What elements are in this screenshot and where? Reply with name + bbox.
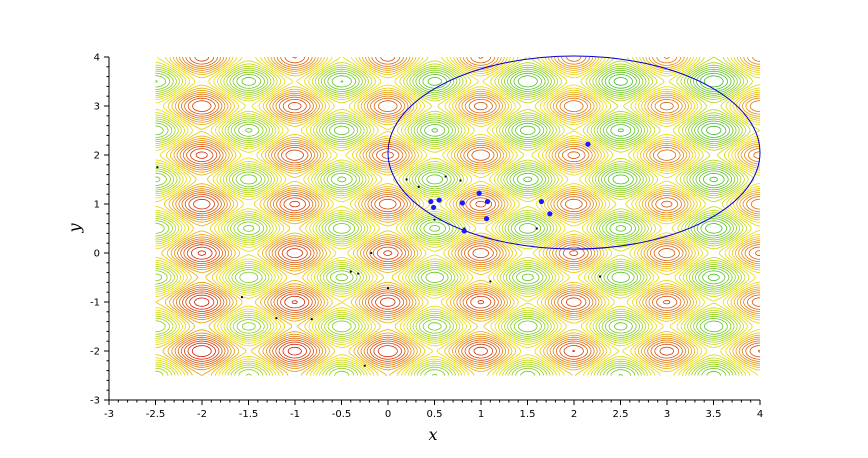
contour-level xyxy=(155,66,738,376)
contour-level xyxy=(155,56,761,376)
x-axis-title: x xyxy=(428,425,437,444)
x-tick-label: 2.5 xyxy=(613,409,629,420)
y-ticks: -3 -2 -1 0 1 2 3 4 xyxy=(90,53,109,407)
black-point xyxy=(433,218,436,221)
black-point xyxy=(459,179,462,182)
contour-level xyxy=(187,151,576,360)
x-tick-label: -2.5 xyxy=(146,409,166,420)
contour-level xyxy=(155,56,748,376)
contour-level xyxy=(174,56,761,368)
y-tick-label: 2 xyxy=(94,151,100,162)
black-point xyxy=(349,270,352,273)
contour-level xyxy=(155,64,741,376)
black-point xyxy=(598,275,602,278)
contour-level xyxy=(167,56,761,376)
black-point xyxy=(275,317,278,320)
blue-point xyxy=(483,216,490,222)
ellipse-layer xyxy=(387,55,761,250)
x-tick-label: 4 xyxy=(757,409,763,420)
contour-level xyxy=(155,56,753,376)
black-point xyxy=(417,185,420,188)
scatter-points xyxy=(156,141,602,367)
x-tick-label: -2 xyxy=(197,409,207,420)
blue-point xyxy=(484,198,491,205)
x-tick-label: 3.5 xyxy=(706,409,722,420)
blue-point xyxy=(436,197,442,203)
blue-point xyxy=(585,141,591,147)
y-tick-label: -3 xyxy=(90,396,100,407)
contour-level xyxy=(340,72,728,281)
x-tick-label: 1 xyxy=(478,409,484,420)
contour-level xyxy=(162,56,761,376)
contour-level xyxy=(613,75,724,183)
y-axis-title: y xyxy=(65,223,84,234)
blue-point xyxy=(459,200,465,206)
x-tick-label: 0 xyxy=(385,409,391,420)
confidence-ellipse xyxy=(387,55,761,250)
blue-point xyxy=(428,198,434,205)
x-ticks: -3 -2.5 -2 -1.5 -1 -0.5 0 0.5 1 1.5 2 2.5 3 3.5 4 xyxy=(104,400,763,420)
x-tick-label: -1.5 xyxy=(239,409,259,420)
contour-level xyxy=(184,56,761,362)
black-point xyxy=(156,166,159,169)
x-tick-label: -3 xyxy=(104,409,114,420)
y-tick-label: 1 xyxy=(94,200,100,211)
black-point xyxy=(357,272,360,275)
black-point xyxy=(310,318,313,321)
y-tick-label: -2 xyxy=(90,347,100,358)
blue-point xyxy=(461,228,467,234)
black-point xyxy=(405,178,408,181)
x-tick-label: 3 xyxy=(664,409,670,420)
black-point xyxy=(535,227,538,230)
x-tick-label: 1.5 xyxy=(520,409,536,420)
contour-level xyxy=(191,250,302,358)
x-tick-label: -1 xyxy=(290,409,300,420)
contour-level xyxy=(155,56,761,376)
contour-level xyxy=(155,70,732,376)
blue-point xyxy=(430,204,437,211)
black-point xyxy=(363,364,366,367)
y-tick-label: 0 xyxy=(94,249,100,260)
contour-level xyxy=(180,56,761,364)
blue-point xyxy=(547,211,553,217)
contour-lines xyxy=(155,56,761,376)
x-tick-label: 2 xyxy=(571,409,577,420)
blue-point xyxy=(476,190,482,196)
contour-level xyxy=(177,56,761,366)
x-tick-label: -0.5 xyxy=(332,409,352,420)
y-tick-label: 3 xyxy=(94,102,100,113)
black-point xyxy=(240,296,244,299)
contour-level xyxy=(155,56,761,376)
blue-point xyxy=(538,198,545,205)
x-tick-label: 0.5 xyxy=(427,409,443,420)
y-tick-label: -1 xyxy=(90,298,100,309)
contour-level xyxy=(155,62,745,376)
black-point xyxy=(489,280,492,283)
black-point xyxy=(444,175,447,178)
black-point xyxy=(386,287,390,290)
black-point xyxy=(370,251,373,255)
y-tick-label: 4 xyxy=(94,53,100,64)
contour-level xyxy=(171,56,761,371)
contour-level xyxy=(155,56,761,376)
